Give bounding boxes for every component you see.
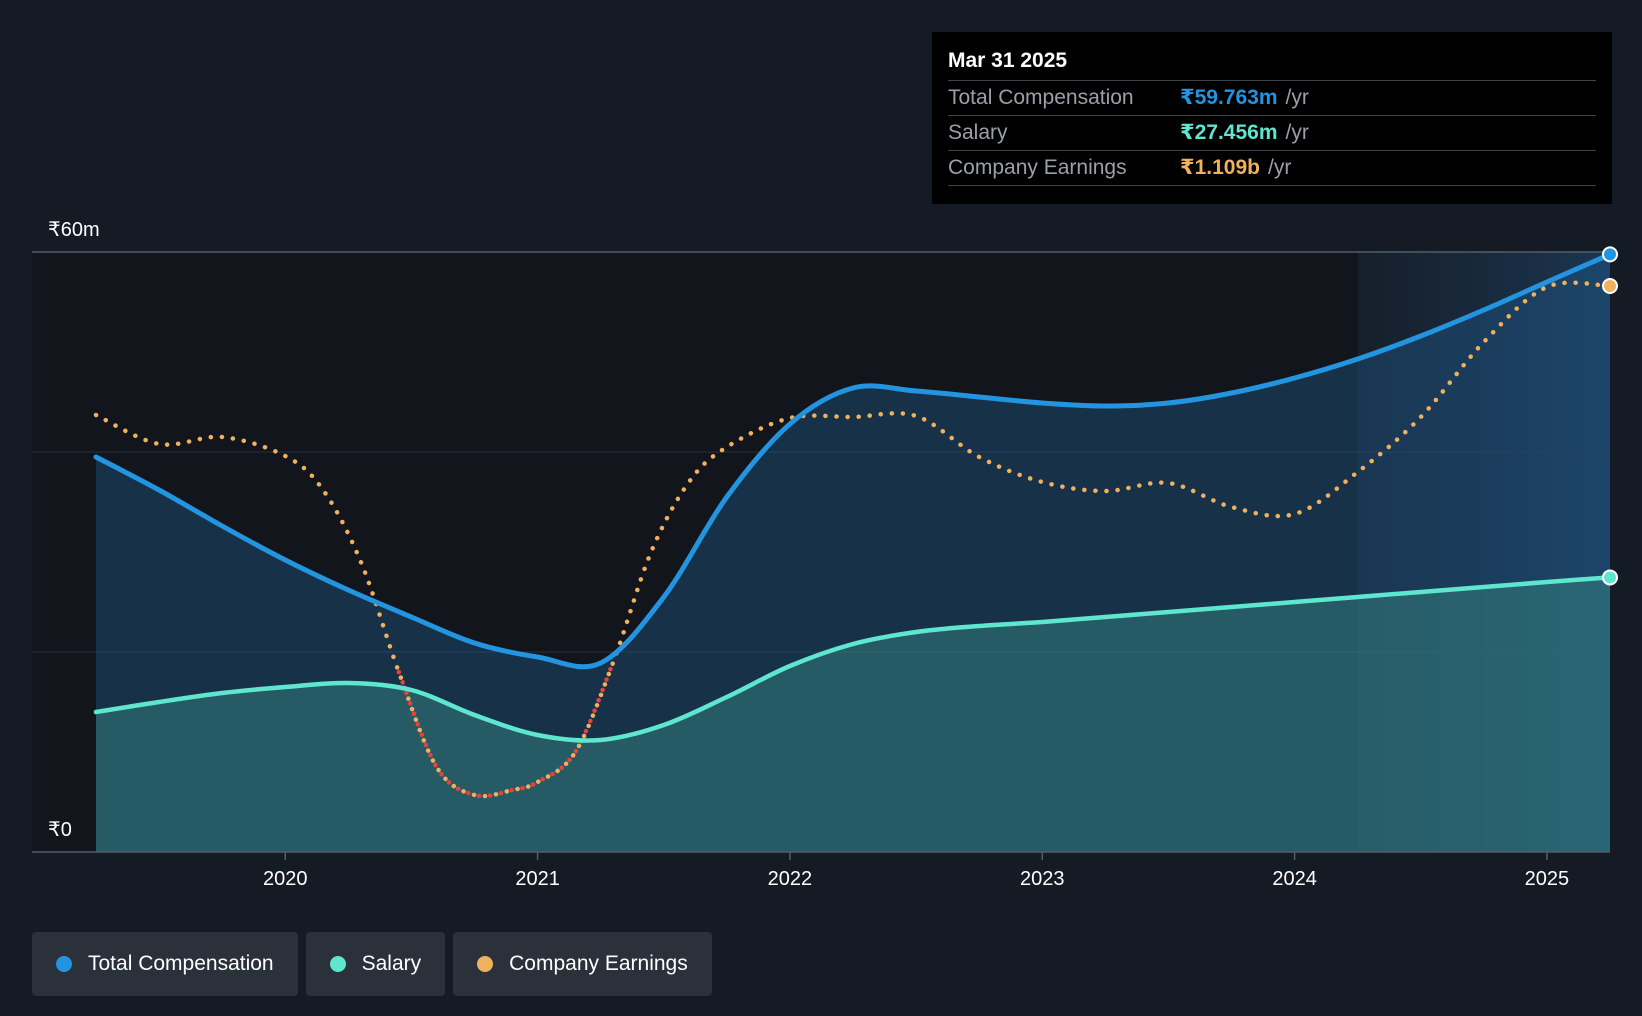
x-tick-label: 2025 <box>1525 868 1570 890</box>
legend-item-company-earnings[interactable]: Company Earnings <box>453 932 712 996</box>
legend-label: Salary <box>361 952 422 975</box>
company-earnings-negative-segment <box>396 659 616 799</box>
company-earnings-line <box>93 280 1613 799</box>
total-compensation-end-marker <box>1602 246 1618 263</box>
highlight-region <box>1357 252 1610 852</box>
legend: Total Compensation Salary Company Earnin… <box>32 932 712 996</box>
tooltip: Mar 31 2025 Total Compensation ₹59.763m … <box>932 32 1612 204</box>
x-tick-label: 2021 <box>515 868 560 890</box>
legend-item-total-compensation[interactable]: Total Compensation <box>32 932 298 996</box>
legend-label: Total Compensation <box>88 952 274 975</box>
plot-background <box>32 252 1610 852</box>
total-compensation-line <box>93 251 1613 670</box>
legend-dot-icon <box>329 956 346 972</box>
legend-item-salary[interactable]: Salary <box>305 932 446 996</box>
tooltip-unit: /yr <box>1285 121 1309 144</box>
legend-dot-icon <box>477 956 494 972</box>
salary-line <box>93 575 1613 743</box>
company-earnings-end-marker <box>1602 278 1618 294</box>
legend-label: Company Earnings <box>509 952 688 975</box>
tooltip-value: ₹1.109b <box>1180 156 1260 179</box>
tooltip-label: Salary <box>948 121 1008 144</box>
tooltip-date: Mar 31 2025 <box>948 46 1596 81</box>
y-tick-label: ₹60m <box>48 219 100 241</box>
tooltip-value: ₹59.763m <box>1180 86 1278 109</box>
tooltip-value: ₹27.456m <box>1180 121 1278 144</box>
salary-area <box>96 577 1610 852</box>
tooltip-label: Total Compensation <box>948 86 1134 109</box>
x-tick-label: 2022 <box>768 868 813 890</box>
tooltip-row-company-earnings: Company Earnings ₹1.109b /yr <box>948 151 1596 186</box>
x-tick-label: 2020 <box>263 868 308 890</box>
x-tick-label: 2024 <box>1272 868 1317 890</box>
tooltip-unit: /yr <box>1268 156 1292 179</box>
salary-end-marker <box>1602 569 1618 586</box>
x-tick-label: 2023 <box>1020 868 1065 890</box>
total-compensation-area <box>96 254 1610 852</box>
tooltip-row-salary: Salary ₹27.456m /yr <box>948 116 1596 151</box>
tooltip-label: Company Earnings <box>948 156 1127 179</box>
tooltip-unit: /yr <box>1285 86 1309 109</box>
tooltip-row-total-compensation: Total Compensation ₹59.763m /yr <box>948 81 1596 116</box>
y-tick-label: ₹0 <box>48 819 72 841</box>
legend-dot-icon <box>56 956 72 972</box>
